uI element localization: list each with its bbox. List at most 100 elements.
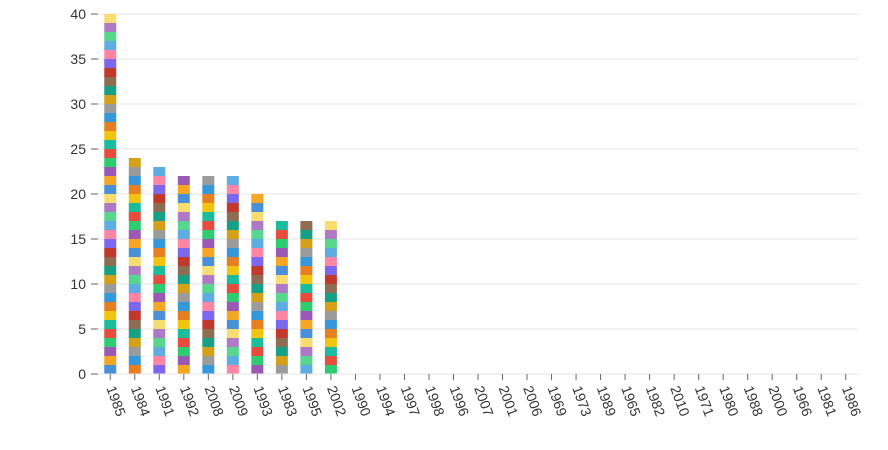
bar-segment <box>104 131 117 140</box>
bar-segment <box>104 221 117 230</box>
bar-segment <box>300 275 313 284</box>
bar-segment <box>104 257 117 266</box>
bar-segment <box>104 302 117 311</box>
bar-segment <box>202 320 215 329</box>
bar-segment <box>153 338 166 347</box>
y-tick-label: 30 <box>70 96 86 112</box>
bar-1995 <box>300 221 313 374</box>
bar-segment <box>104 86 117 95</box>
bar-segment <box>104 248 117 257</box>
bar-segment <box>251 365 264 374</box>
bar-segment <box>177 347 190 356</box>
y-axis: 0 5 10 15 20 25 30 35 40 <box>70 6 98 382</box>
x-tick-label: 1983 <box>275 384 301 419</box>
y-tick-label: 40 <box>70 6 86 22</box>
bar-segment <box>104 140 117 149</box>
x-tick-label: 2002 <box>324 384 350 419</box>
bar-segment <box>128 221 141 230</box>
bar-segment <box>128 239 141 248</box>
bar-segment <box>104 167 117 176</box>
bar-segment <box>226 248 239 257</box>
bar-segment <box>202 338 215 347</box>
bar-segment <box>300 284 313 293</box>
bar-segment <box>300 302 313 311</box>
bar-segment <box>202 275 215 284</box>
bar-segment <box>300 347 313 356</box>
x-tick-label: 2008 <box>202 384 228 419</box>
bar-segment <box>104 194 117 203</box>
bar-segment <box>300 293 313 302</box>
bar-segment <box>275 248 288 257</box>
x-tick-label: 1993 <box>251 384 277 419</box>
bar-segment <box>177 194 190 203</box>
bar-segment <box>177 221 190 230</box>
bar-segment <box>300 248 313 257</box>
bar-segment <box>104 113 117 122</box>
bar-segment <box>153 356 166 365</box>
bar-segment <box>202 230 215 239</box>
bar-segment <box>104 203 117 212</box>
bar-segment <box>300 356 313 365</box>
bar-segment <box>104 104 117 113</box>
bar-segment <box>104 158 117 167</box>
bar-segment <box>104 230 117 239</box>
bar-segment <box>177 203 190 212</box>
bar-segment <box>104 68 117 77</box>
y-tick-label: 35 <box>70 51 86 67</box>
bar-segment <box>324 365 337 374</box>
bar-segment <box>153 302 166 311</box>
bar-segment <box>177 356 190 365</box>
bar-segment <box>226 302 239 311</box>
bar-segment <box>128 284 141 293</box>
bar-1991 <box>153 167 166 374</box>
bar-segment <box>275 338 288 347</box>
bar-segment <box>104 77 117 86</box>
bar-segment <box>128 302 141 311</box>
bar-segment <box>128 347 141 356</box>
bar-segment <box>324 347 337 356</box>
bar-segment <box>104 176 117 185</box>
bar-segment <box>300 311 313 320</box>
bar-segment <box>202 293 215 302</box>
bar-segment <box>104 347 117 356</box>
bar-segment <box>104 266 117 275</box>
bar-segment <box>177 275 190 284</box>
bar-segment <box>177 248 190 257</box>
bar-segment <box>153 266 166 275</box>
x-tick-label: 1980 <box>716 384 742 419</box>
x-tick-label: 2010 <box>667 384 693 419</box>
bar-segment <box>128 167 141 176</box>
bar-segment <box>128 212 141 221</box>
bar-segment <box>177 239 190 248</box>
bar-segment <box>275 356 288 365</box>
bar-segment <box>128 266 141 275</box>
bar-segment <box>226 338 239 347</box>
bar-segment <box>153 239 166 248</box>
x-tick-label: 1996 <box>447 384 473 419</box>
bar-segment <box>226 329 239 338</box>
x-tick-label: 1965 <box>618 384 644 419</box>
bar-segment <box>153 194 166 203</box>
bar-segment <box>324 338 337 347</box>
bar-segment <box>251 221 264 230</box>
bar-segment <box>324 257 337 266</box>
bar-segment <box>226 230 239 239</box>
bar-segment <box>300 221 313 230</box>
y-tick-label: 0 <box>78 366 86 382</box>
bar-segment <box>275 302 288 311</box>
bar-segment <box>177 212 190 221</box>
bar-segment <box>275 230 288 239</box>
bar-segment <box>104 41 117 50</box>
bar-segment <box>226 266 239 275</box>
bar-segment <box>153 203 166 212</box>
bar-segment <box>275 293 288 302</box>
bar-segment <box>202 176 215 185</box>
x-tick-label: 1988 <box>741 384 767 419</box>
bar-segment <box>300 230 313 239</box>
x-tick-label: 1973 <box>569 384 595 419</box>
bar-segment <box>226 347 239 356</box>
bar-segment <box>300 320 313 329</box>
bar-segment <box>275 329 288 338</box>
bar-segment <box>153 311 166 320</box>
